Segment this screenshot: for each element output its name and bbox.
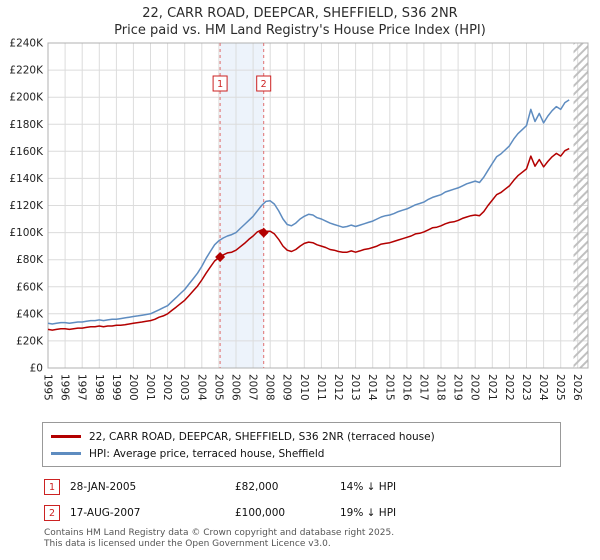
y-tick-label: £160K <box>9 146 44 158</box>
sale-number-badge: 1 <box>44 479 60 495</box>
y-tick-label: £240K <box>9 38 44 50</box>
legend-item-property: 22, CARR ROAD, DEEPCAR, SHEFFIELD, S36 2… <box>51 428 552 445</box>
page-title: 22, CARR ROAD, DEEPCAR, SHEFFIELD, S36 2… <box>142 6 458 21</box>
sale-marker-1 <box>215 252 226 262</box>
legend-label-hpi: HPI: Average price, terraced house, Shef… <box>89 447 325 460</box>
x-tick-label: 2011 <box>315 374 327 401</box>
property-line-swatch <box>51 435 81 438</box>
x-tick-label: 2013 <box>349 374 361 401</box>
x-tick-label: 2023 <box>520 374 532 401</box>
price-chart: £0 £20K £40K £60K £80K £100K £120K £140K £160K £1… <box>9 38 589 401</box>
sale-marker-2 <box>258 227 269 238</box>
sale-date: 17-AUG-2007 <box>70 507 141 519</box>
x-tick-label: 2020 <box>469 374 481 401</box>
y-tick-label: £80K <box>16 254 44 266</box>
sale-number-badge: 2 <box>44 505 60 521</box>
y-tick-label: £40K <box>16 308 44 320</box>
x-tick-label: 1998 <box>93 374 105 401</box>
y-tick-label: £120K <box>9 200 44 212</box>
x-tick-label: 2016 <box>400 374 412 401</box>
x-tick-label: 2004 <box>195 374 207 401</box>
x-tick-label: 1995 <box>42 374 54 401</box>
table-row: 1 28-JAN-2005 £82,000 14% ↓ HPI <box>44 474 574 500</box>
x-tick-label: 2022 <box>503 374 515 401</box>
y-tick-label: £100K <box>9 227 44 239</box>
chart-header: 22, CARR ROAD, DEEPCAR, SHEFFIELD, S36 2… <box>0 5 600 39</box>
x-tick-label: 2018 <box>435 374 447 401</box>
x-tick-label: 2003 <box>178 374 190 401</box>
x-tick-label: 2007 <box>247 374 259 401</box>
sale-flag-2 <box>256 75 272 92</box>
x-tick-label: 2005 <box>212 374 224 401</box>
table-row: 2 17-AUG-2007 £100,000 19% ↓ HPI <box>44 500 574 526</box>
x-tick-label: 2010 <box>298 374 310 401</box>
future-period-hatch <box>573 43 588 368</box>
y-tick-label: £200K <box>9 92 44 104</box>
x-tick-label: 2009 <box>281 374 293 401</box>
x-tick-label: 2026 <box>571 374 583 401</box>
x-tick-label: 2000 <box>127 374 139 401</box>
x-tick-label: 2006 <box>230 374 242 401</box>
x-tick-label: 2002 <box>161 374 173 401</box>
x-tick-label: 2017 <box>417 374 429 401</box>
sale-price: £82,000 <box>235 481 279 493</box>
y-tick-label: £220K <box>9 65 44 77</box>
svg-text:2: 2 <box>261 79 267 90</box>
hpi-line-swatch <box>51 452 81 455</box>
x-tick-label: 2014 <box>366 374 378 401</box>
chart-legend: 22, CARR ROAD, DEEPCAR, SHEFFIELD, S36 2… <box>42 422 561 467</box>
svg-text:1: 1 <box>217 79 223 90</box>
series-line-0 <box>47 147 570 331</box>
y-tick-label: £140K <box>9 173 44 185</box>
y-tick-label: £0 <box>30 363 43 375</box>
x-tick-label: 1996 <box>59 374 71 401</box>
sale-hpi-note: 19% ↓ HPI <box>340 507 397 519</box>
legend-item-hpi: HPI: Average price, terraced house, Shef… <box>51 445 552 462</box>
footer-line-2: This data is licensed under the Open Gov… <box>44 538 331 549</box>
x-tick-label: 1999 <box>110 374 122 401</box>
y-tick-label: £60K <box>16 281 44 293</box>
sale-price: £100,000 <box>235 507 286 519</box>
legend-label-property: 22, CARR ROAD, DEEPCAR, SHEFFIELD, S36 2… <box>89 430 435 443</box>
x-tick-label: 2019 <box>452 374 464 401</box>
series-line-1 <box>47 99 570 325</box>
sale-hpi-note: 14% ↓ HPI <box>340 481 397 493</box>
footer-line-1: Contains HM Land Registry data © Crown c… <box>44 528 395 538</box>
x-tick-label: 2024 <box>537 374 549 401</box>
x-tick-label: 2012 <box>332 374 344 401</box>
sale-flag-1 <box>212 75 228 92</box>
license-footer: Contains HM Land Registry data © Crown c… <box>44 528 394 549</box>
y-tick-label: £20K <box>16 335 44 347</box>
x-tick-label: 2008 <box>264 374 276 401</box>
sale-date: 28-JAN-2005 <box>70 481 137 493</box>
x-tick-label: 2015 <box>383 374 395 401</box>
x-tick-label: 1997 <box>76 374 88 401</box>
x-tick-label: 2025 <box>554 374 566 401</box>
page-subtitle: Price paid vs. HM Land Registry's House … <box>114 23 486 38</box>
sales-table: 1 28-JAN-2005 £82,000 14% ↓ HPI 2 17-AUG… <box>44 474 574 526</box>
x-tick-label: 2021 <box>486 374 498 401</box>
y-tick-label: £180K <box>9 119 44 131</box>
x-tick-label: 2001 <box>144 374 156 401</box>
